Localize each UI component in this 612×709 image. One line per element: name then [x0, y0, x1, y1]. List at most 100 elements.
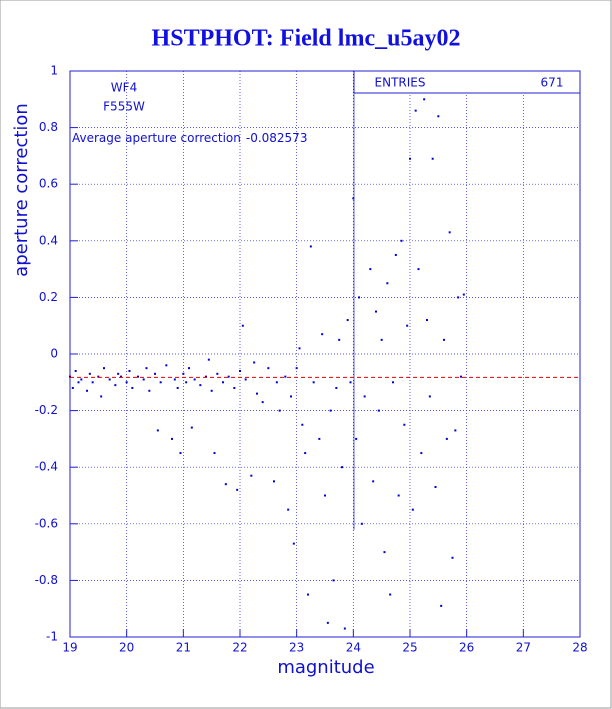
x-tick-label: 26 — [459, 641, 474, 655]
chart-title: HSTPHOT: Field lmc_u5ay02 — [152, 26, 461, 52]
point — [445, 437, 448, 440]
point — [267, 367, 270, 370]
y-tick-label: 0 — [50, 347, 58, 361]
point — [278, 409, 281, 412]
point — [335, 386, 338, 389]
point — [188, 367, 190, 370]
point — [154, 372, 156, 375]
point — [372, 480, 375, 483]
point — [125, 381, 128, 384]
y-tick-label: 1 — [50, 64, 58, 78]
point — [205, 375, 207, 378]
point — [222, 381, 224, 384]
point — [103, 367, 105, 370]
point — [304, 452, 307, 455]
point — [375, 310, 377, 313]
point — [233, 386, 236, 389]
point — [80, 378, 83, 381]
point — [369, 268, 372, 271]
point — [244, 378, 247, 381]
point — [236, 488, 239, 491]
point — [290, 395, 292, 398]
stats-value: 671 — [541, 76, 564, 90]
point — [273, 480, 275, 483]
stats-label: ENTRIES — [375, 76, 426, 90]
point — [318, 437, 321, 440]
point — [457, 296, 460, 299]
point — [261, 401, 264, 404]
point — [420, 452, 423, 455]
point — [397, 494, 400, 497]
point — [117, 372, 120, 375]
point — [346, 319, 349, 322]
annotation: F555W — [103, 100, 145, 114]
x-tick-label: 21 — [176, 641, 191, 655]
point — [120, 375, 122, 378]
point — [207, 358, 210, 361]
point — [394, 253, 397, 256]
point — [88, 372, 91, 375]
y-axis-title: aperture correction — [11, 103, 32, 277]
point — [338, 338, 341, 341]
point — [448, 231, 451, 234]
plot-frame — [69, 70, 581, 638]
point — [341, 466, 343, 469]
point — [312, 381, 315, 384]
point — [363, 395, 366, 398]
point — [156, 429, 159, 432]
point — [171, 437, 173, 440]
point — [343, 627, 346, 630]
point — [307, 593, 309, 596]
point — [69, 375, 71, 378]
y-tick-label: 0.6 — [39, 177, 58, 191]
point — [377, 409, 380, 412]
average-label: Average aperture correction — [72, 131, 241, 145]
point — [100, 395, 103, 398]
average-value: -0.082573 — [246, 131, 308, 145]
point — [137, 375, 139, 378]
point — [210, 389, 213, 392]
point — [250, 474, 253, 477]
point — [241, 324, 244, 327]
point — [462, 293, 465, 296]
point — [128, 369, 131, 372]
point — [148, 389, 151, 392]
point — [165, 364, 168, 367]
point — [275, 381, 278, 384]
point — [326, 621, 329, 624]
point — [383, 551, 386, 554]
point — [74, 369, 77, 372]
point — [185, 381, 188, 384]
x-tick-label: 24 — [346, 641, 361, 655]
point — [145, 367, 148, 370]
point — [406, 324, 409, 327]
point — [71, 386, 74, 389]
point — [460, 375, 462, 378]
point — [403, 423, 406, 426]
point — [309, 245, 312, 248]
point — [131, 386, 134, 389]
point — [298, 347, 301, 350]
point — [349, 381, 352, 384]
point — [108, 378, 111, 381]
point — [190, 426, 193, 429]
point — [324, 494, 326, 497]
point — [114, 384, 117, 387]
y-tick-label: 0.8 — [39, 120, 58, 134]
y-tick-label: -0.4 — [35, 460, 58, 474]
point — [389, 593, 392, 596]
point — [227, 375, 230, 378]
point — [176, 386, 179, 389]
x-tick-label: 20 — [119, 641, 134, 655]
y-tick-label: -0.8 — [35, 573, 58, 587]
point — [355, 437, 358, 440]
point — [216, 372, 219, 375]
x-tick-label: 27 — [516, 641, 531, 655]
y-tick-label: -0.6 — [35, 516, 58, 530]
point — [423, 98, 426, 101]
point — [426, 319, 428, 322]
y-tick-label: 0.4 — [39, 233, 58, 247]
x-tick-label: 28 — [572, 641, 587, 655]
